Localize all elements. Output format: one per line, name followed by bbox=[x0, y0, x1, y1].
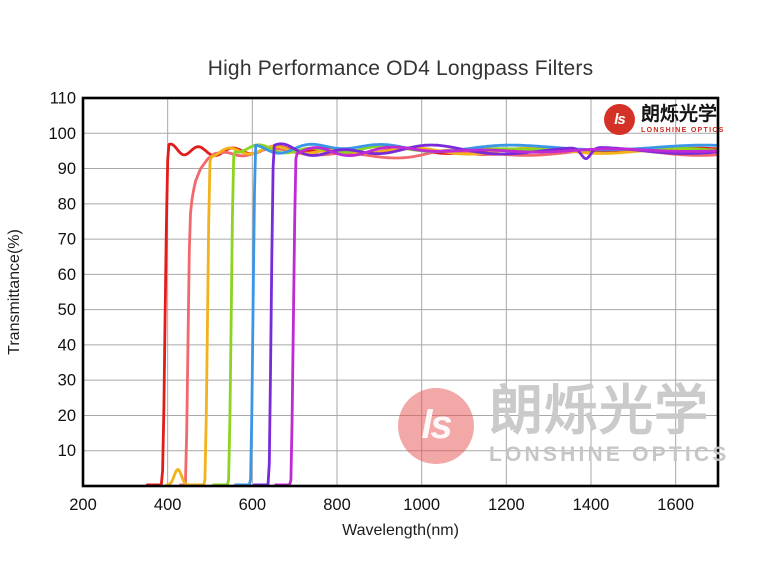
watermark-monogram: ls bbox=[421, 403, 452, 447]
y-tick-label-60: 60 bbox=[58, 266, 76, 284]
y-axis-title: Transmittance(%) bbox=[2, 98, 28, 486]
brand-text: 朗烁光学 LONSHINE OPTICS bbox=[641, 105, 725, 134]
y-axis-title-text: Transmittance(%) bbox=[6, 229, 23, 355]
brand-ls-icon: ls bbox=[604, 104, 635, 135]
y-tick-label-50: 50 bbox=[58, 301, 76, 319]
x-tick-label-800: 800 bbox=[323, 496, 351, 514]
curve-700nm-longpass bbox=[274, 145, 719, 487]
watermark-name-en: LONSHINE OPTICS bbox=[489, 443, 730, 466]
y-tick-label-100: 100 bbox=[48, 125, 76, 143]
y-tick-label-40: 40 bbox=[58, 336, 76, 354]
brand-logo: ls 朗烁光学 LONSHINE OPTICS bbox=[604, 104, 725, 135]
watermark: ls 朗烁光学 LONSHINE OPTICS bbox=[398, 384, 730, 467]
chart-title: High Performance OD4 Longpass Filters bbox=[207, 57, 594, 80]
x-tick-label-200: 200 bbox=[69, 496, 97, 514]
y-tick-label-70: 70 bbox=[58, 231, 76, 249]
x-tick-label-1400: 1400 bbox=[573, 496, 610, 514]
y-tick-label-90: 90 bbox=[58, 160, 76, 178]
plot-border bbox=[81, 96, 720, 488]
x-tick-label-400: 400 bbox=[154, 496, 182, 514]
x-tick-label-1200: 1200 bbox=[488, 496, 525, 514]
brand-name-en: LONSHINE OPTICS bbox=[641, 126, 725, 134]
y-tick-label-110: 110 bbox=[50, 90, 76, 108]
y-tick-label-80: 80 bbox=[58, 195, 76, 213]
watermark-ls-icon: ls bbox=[398, 387, 474, 464]
y-tick-label-30: 30 bbox=[58, 372, 76, 390]
x-axis-title: Wavelength(nm) bbox=[342, 522, 459, 539]
x-tick-label-600: 600 bbox=[239, 496, 267, 514]
y-tick-label-20: 20 bbox=[58, 407, 76, 425]
watermark-text: 朗烁光学 LONSHINE OPTICS bbox=[489, 384, 730, 467]
x-tick-label-1000: 1000 bbox=[403, 496, 440, 514]
x-tick-label-1600: 1600 bbox=[657, 496, 694, 514]
watermark-name-cn: 朗烁光学 bbox=[489, 381, 709, 441]
brand-name-cn: 朗烁光学 bbox=[641, 104, 718, 126]
brand-monogram: ls bbox=[614, 111, 625, 128]
y-tick-label-10: 10 bbox=[58, 442, 76, 460]
